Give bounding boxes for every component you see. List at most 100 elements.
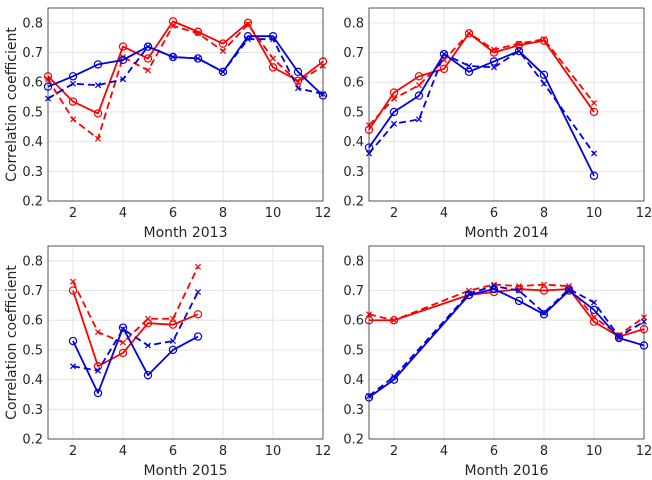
data-point-x [465,30,473,37]
data-point-x [144,67,152,74]
chart-2014: 2 4 6 8 10 12 0.2 0.3 0.4 0.5 0.6 0.7 0.8 Month 2014 [343,7,652,241]
data-point-x [590,99,598,107]
x-tick-label: 4 [119,444,127,459]
data-point-x [515,283,523,290]
axes-frame [368,7,645,202]
data-point-circle [414,91,424,100]
data-point-x [194,288,202,296]
x-tick-label: 6 [169,444,177,459]
y-tick-label: 0.7 [343,46,364,61]
data-point-x [194,55,202,62]
data-point-x [94,367,102,374]
y-tick-label: 0.8 [343,16,364,31]
plot-area [369,8,644,201]
data-point-circle [168,52,178,62]
data-point-x [169,315,177,322]
x-tick-label: 2 [69,206,77,221]
data-point-x [144,315,152,322]
data-point-x [144,43,152,50]
chart-2016: 2 4 6 8 10 12 0.2 0.3 0.4 0.5 0.6 0.7 0.8 Month 2016 [343,245,652,479]
data-point-x [415,116,423,123]
y-tick-label: 0.5 [22,105,43,120]
x-tick-label: 6 [490,206,498,221]
y-tick-label: 0.6 [343,76,364,91]
data-point-x [219,48,227,55]
series-line-blue-dashed [72,291,199,372]
series-line-blue-solid [72,326,199,394]
y-tick-label: 0.6 [22,76,43,91]
data-point-x [490,64,498,71]
data-point-x [119,326,127,333]
x-tick-label: 6 [490,444,498,459]
data-point-circle [168,320,178,329]
y-tick-label: 0.3 [22,165,43,180]
y-tick-label: 0.6 [22,314,43,329]
x-tick-label: 12 [636,444,652,459]
data-point-x [119,76,127,83]
data-point-x [144,342,152,349]
data-point-circle [193,332,203,341]
x-tick-label: 10 [265,206,282,221]
chart-2015: 2 4 6 8 10 12 0.2 0.3 0.4 0.5 0.6 0.7 0.8 Month 2015 C… [4,245,331,479]
x-tick-label: 4 [119,206,127,221]
data-point-circle [218,67,228,77]
data-point-circle [143,370,153,380]
y-tick-label: 0.2 [22,433,43,448]
series-line-red-dashed [368,283,645,336]
data-point-circle [589,171,599,180]
data-point-x [590,314,598,321]
data-point-circle [489,57,499,66]
series-line-red-solid [369,288,645,338]
data-point-x [440,50,448,58]
x-tick-label: 8 [540,206,548,221]
data-point-x [590,299,598,306]
data-point-x [490,283,498,290]
data-point-circle [118,323,128,332]
data-point-x [590,150,598,157]
series-line-blue-dashed [368,285,645,397]
data-point-circle [93,60,103,69]
y-tick-label: 0.5 [343,105,364,120]
data-point-x [490,46,498,53]
data-point-circle [439,64,449,74]
data-point-circle [68,72,78,81]
data-point-circle [539,70,549,80]
data-point-circle [389,107,399,117]
data-point-circle [464,29,474,38]
data-point-circle [218,39,228,48]
data-point-circle [464,67,474,77]
data-point-circle [414,72,424,81]
y-tick-label: 0.2 [343,433,364,448]
y-tick-label: 0.4 [22,135,43,150]
data-point-x [169,22,177,29]
data-point-circle [143,54,153,63]
data-point-x [69,278,77,285]
data-point-circle [143,42,153,51]
data-point-x [94,329,102,336]
data-point-circle [93,388,103,398]
data-point-x [515,48,523,55]
data-point-x [615,333,623,340]
chart-2013: 2 4 6 8 10 12 0.2 0.3 0.4 0.5 0.6 0.7 0.8 Month 2013 C… [4,7,331,241]
axes-frame [368,245,645,440]
y-tick-label: 0.4 [22,373,43,388]
data-point-x [390,317,398,324]
x-tick-label: 12 [636,206,652,221]
y-tick-label: 0.8 [22,254,43,269]
x-tick-label: 10 [586,444,603,459]
x-tick-label: 10 [265,444,282,459]
data-point-circle [514,46,524,56]
series-line-red-dashed [72,266,199,344]
x-tick-label: 2 [69,444,77,459]
series-line-blue-dashed [47,38,324,100]
data-point-x [194,30,202,37]
data-point-x [415,82,423,89]
data-point-x [219,68,227,75]
x-tick-label: 2 [390,206,398,221]
data-point-x [540,281,548,288]
y-tick-label: 0.3 [343,403,364,418]
data-point-x [119,339,127,346]
y-tick-label: 0.7 [22,46,43,61]
x-axis-label: Month 2015 [144,463,228,479]
data-point-circle [118,348,128,358]
